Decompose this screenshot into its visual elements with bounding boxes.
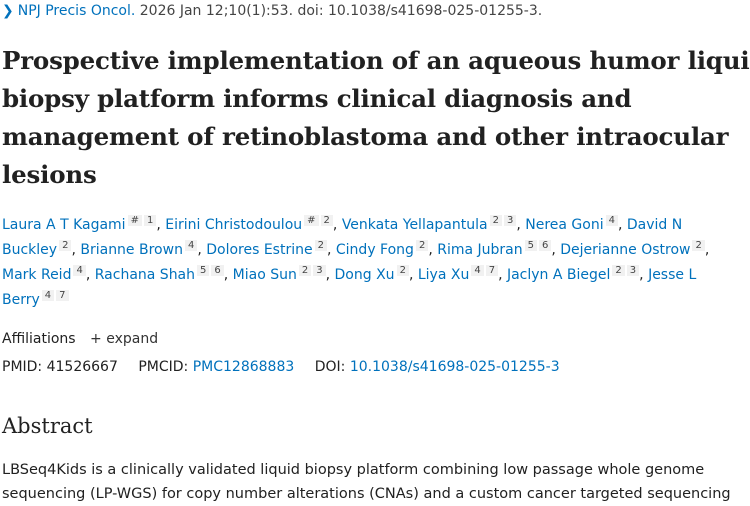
affiliation-ref[interactable]: 2 <box>489 215 502 226</box>
pmid-value: 41526667 <box>46 359 118 375</box>
author-list: Laura A T Kagami #1, Eirini Christodoulou… <box>2 215 710 308</box>
affiliation-ref[interactable]: 2 <box>396 265 409 276</box>
author-link[interactable]: Venkata Yellapantula <box>341 217 488 233</box>
affiliation-ref[interactable]: 2 <box>612 265 625 276</box>
affiliation-ref[interactable]: 5 <box>524 240 537 251</box>
affiliation-ref[interactable]: 4 <box>73 265 86 276</box>
author-link[interactable]: Eirini Christodoulou <box>165 217 303 233</box>
affiliation-ref[interactable]: 2 <box>59 240 72 251</box>
author-link[interactable]: Rachana Shah <box>94 267 196 283</box>
affiliation-ref[interactable]: 3 <box>503 215 517 226</box>
affiliation-ref[interactable]: 4 <box>605 215 618 226</box>
affiliations: Affiliations + expand <box>2 331 158 347</box>
expand-label: expand <box>106 331 159 347</box>
affiliation-ref[interactable]: 3 <box>313 265 326 276</box>
chevron-right-icon[interactable]: ❯ <box>2 3 14 19</box>
author-link[interactable]: Rima Jubran <box>437 242 523 258</box>
article-identifiers: PMID: 41526667 PMCID: PMC12868883 DOI: 1… <box>2 359 560 375</box>
author-link[interactable]: Brianne Brown <box>80 242 183 258</box>
pmid-label: PMID: <box>2 359 43 375</box>
author-link[interactable]: David N Buckley <box>2 217 683 258</box>
pmcid-link[interactable]: PMC12868883 <box>192 359 295 375</box>
affiliation-ref[interactable]: 2 <box>320 215 333 226</box>
affiliation-ref[interactable]: 6 <box>538 240 552 251</box>
affiliation-ref[interactable]: 2 <box>692 240 705 251</box>
citation: ❯ NPJ Precis Oncol. 2026 Jan 12;10(1):53.… <box>2 3 542 19</box>
abstract-heading: Abstract <box>2 414 93 438</box>
author-link[interactable]: Mark Reid <box>2 267 72 283</box>
affiliation-ref[interactable]: 7 <box>56 290 69 301</box>
affiliation-ref[interactable]: 1 <box>143 215 157 226</box>
affiliation-ref[interactable]: 5 <box>197 265 210 276</box>
affiliation-ref[interactable]: 7 <box>485 265 499 276</box>
affiliation-ref[interactable]: 2 <box>314 240 327 251</box>
citation-details: 2026 Jan 12;10(1):53. doi: 10.1038/s4169… <box>139 3 543 19</box>
affiliation-ref[interactable]: 2 <box>298 265 312 276</box>
journal-link[interactable]: NPJ Precis Oncol. <box>17 3 136 19</box>
equal-contribution-marker: # <box>127 215 142 226</box>
pmcid-label: PMCID: <box>138 359 189 375</box>
author-link[interactable]: Miao Sun <box>232 267 297 283</box>
abstract-text: LBSeq4Kids is a clinically validated liq… <box>2 462 731 502</box>
equal-contribution-marker: # <box>304 215 319 226</box>
author-link[interactable]: Dolores Estrine <box>206 242 313 258</box>
affiliation-ref[interactable]: 4 <box>184 240 198 251</box>
affiliation-ref[interactable]: 3 <box>626 265 640 276</box>
author-link[interactable]: Dong Xu <box>334 267 395 283</box>
author-link[interactable]: Jaclyn A Biegel <box>506 267 611 283</box>
author-link[interactable]: Laura A T Kagami <box>2 217 126 233</box>
doi-label: DOI: <box>314 359 346 375</box>
author-link[interactable]: Dejerianne Ostrow <box>560 242 691 258</box>
affiliation-ref[interactable]: 4 <box>41 290 55 301</box>
author-link[interactable]: Jesse L Berry <box>2 267 697 308</box>
affiliation-ref[interactable]: 6 <box>211 265 224 276</box>
plus-icon: + <box>90 331 102 347</box>
affiliation-ref[interactable]: 2 <box>415 240 429 251</box>
affiliation-ref[interactable]: 4 <box>471 265 484 276</box>
affiliations-label: Affiliations <box>2 331 76 347</box>
doi-link[interactable]: 10.1038/s41698-025-01255-3 <box>349 359 560 375</box>
author-link[interactable]: Liya Xu <box>417 267 470 283</box>
expand-affiliations-button[interactable]: + expand <box>90 331 158 347</box>
author-link[interactable]: Cindy Fong <box>335 242 414 258</box>
article-title: Prospective implementation of an aqueous… <box>2 46 750 189</box>
author-link[interactable]: Nerea Goni <box>525 217 604 233</box>
